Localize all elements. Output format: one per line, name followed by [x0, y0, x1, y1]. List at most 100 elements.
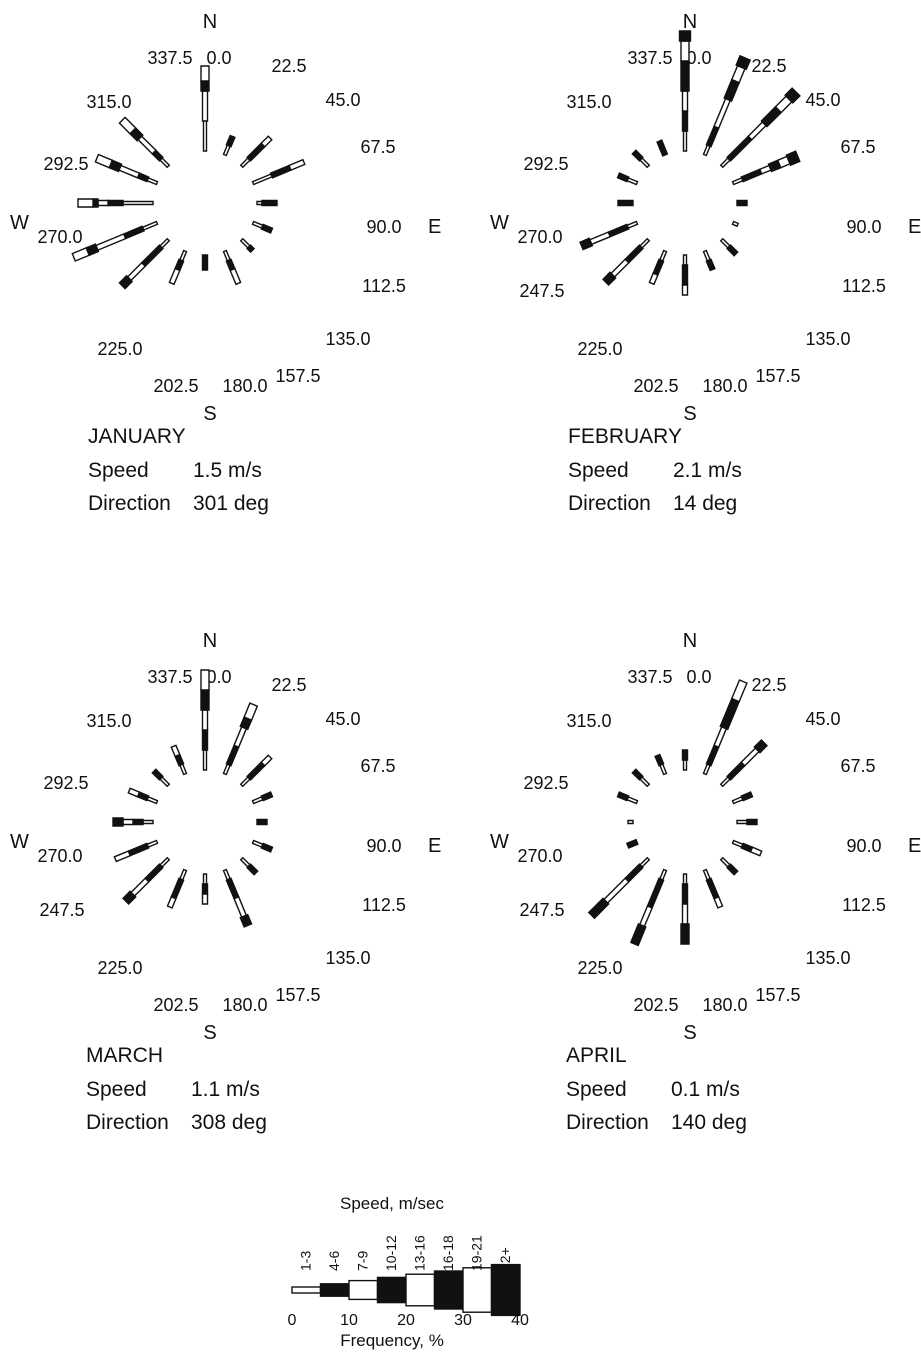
petal-segment-247.5-class-3	[588, 231, 612, 246]
petal-segment-270.0-class-1	[122, 200, 154, 206]
direction-label: 67.5	[360, 756, 395, 776]
petal-segment-337.5-class-2	[656, 139, 669, 157]
direction-label: 292.5	[43, 773, 88, 793]
compass-north: N	[683, 630, 697, 652]
petal-segment-112.5-class-2	[260, 223, 274, 234]
direction-label: 202.5	[633, 376, 678, 396]
direction-label: 225.0	[577, 958, 622, 978]
petal-segment-157.5-class-3	[233, 895, 248, 919]
petal-segment-45.0-class-3	[260, 754, 273, 767]
petal-segment-337.5-class-2	[654, 753, 665, 767]
direction-label: 180.0	[222, 995, 267, 1015]
legend-swatch-3	[348, 1279, 379, 1301]
petal-segment-0.0-class-3	[681, 90, 689, 112]
direction-value: 14 deg	[673, 492, 737, 515]
legend-swatch-8	[490, 1263, 521, 1317]
direction-label: 247.5	[519, 281, 564, 301]
direction-label: 270.0	[37, 227, 82, 247]
petal-segment-180.0-class-3	[681, 284, 689, 296]
direction-label: 315.0	[86, 92, 131, 112]
petal-segment-225.0-class-2	[624, 863, 644, 883]
petal-segment-247.5-class-2	[625, 838, 639, 849]
legend-tick: 0	[288, 1312, 297, 1329]
petal-segment-157.5-class-3	[229, 267, 242, 286]
petal-segment-247.5-class-4	[579, 237, 594, 251]
direction-label: 22.5	[271, 56, 306, 76]
compass-north: N	[203, 11, 217, 33]
month-title: JANUARY	[88, 425, 186, 448]
petal-segment-45.0-class-3	[260, 135, 273, 148]
petal-segment-0.0-class-2	[681, 749, 689, 761]
month-title: MARCH	[86, 1044, 163, 1067]
petal-segment-67.5-class-2	[260, 791, 274, 802]
petal-segment-202.5-class-2	[652, 258, 665, 277]
petal-segment-337.5-class-3	[170, 744, 181, 758]
compass-west: W	[490, 212, 509, 234]
petal-segment-22.5-class-4	[723, 78, 741, 103]
direction-label: 337.5	[627, 667, 672, 687]
petal-segment-22.5-class-5	[730, 679, 748, 703]
petal-segment-0.0-class-5	[680, 40, 690, 62]
petal-segment-247.5-class-2	[122, 225, 146, 240]
petal-segment-135.0-class-2	[726, 863, 739, 876]
direction-label: 315.0	[566, 92, 611, 112]
direction-label: 157.5	[755, 366, 800, 386]
legend-swatch-2	[319, 1283, 350, 1297]
direction-label: 67.5	[840, 137, 875, 157]
compass-east: E	[428, 216, 441, 238]
speed-legend: Speed, m/sec 1-3 4-6 7-9 10-12 13-16 16-18 19-2…	[288, 1194, 529, 1350]
compass-south: S	[203, 403, 216, 425]
direction-label: 225.0	[577, 339, 622, 359]
petal-segment-225.0-class-3	[603, 877, 630, 904]
petal-segment-202.5-class-2	[170, 877, 185, 900]
petal-segment-0.0-class-5	[200, 669, 210, 691]
petal-segment-22.5-class-3	[713, 97, 732, 130]
petal-segment-270.0-class-1	[627, 819, 634, 825]
direction-label: 180.0	[222, 376, 267, 396]
petal-segment-180.0-class-2	[681, 264, 689, 286]
legend-tick: 20	[397, 1312, 415, 1329]
speed-value: 2.1 m/s	[673, 459, 742, 482]
compass-north: N	[203, 630, 217, 652]
legend-swatch-7	[462, 1267, 493, 1313]
direction-label: 157.5	[275, 366, 320, 386]
petal-segment-22.5-class-2	[705, 744, 720, 767]
petal-segment-270.0-class-4	[112, 817, 124, 827]
direction-label: 270.0	[37, 846, 82, 866]
petal-segment-157.5-class-3	[713, 895, 724, 909]
petal-segment-0.0-class-1	[682, 759, 688, 771]
legend-tick: 30	[454, 1312, 472, 1329]
petal-segment-292.5-class-5	[94, 153, 114, 169]
direction-label: 135.0	[325, 948, 370, 968]
petal-segment-270.0-class-5	[77, 198, 94, 208]
direction-label: 45.0	[325, 709, 360, 729]
petal-segment-45.0-class-2	[246, 761, 266, 781]
petal-segment-67.5-class-3	[288, 158, 306, 172]
direction-label: 90.0	[846, 217, 881, 237]
direction-label: 22.5	[751, 56, 786, 76]
petal-segment-22.5-class-2	[225, 744, 240, 767]
petal-segment-157.5-class-2	[225, 877, 240, 900]
direction-label: 22.5	[751, 675, 786, 695]
month-title: APRIL	[566, 1044, 627, 1067]
petal-segment-0.0-class-4	[200, 689, 210, 711]
legend-speed-class: 13-16	[411, 1235, 427, 1271]
direction-label: 292.5	[43, 154, 88, 174]
petal-segment-45.0-class-2	[726, 135, 753, 162]
legend-xlabel: Frequency, %	[340, 1331, 444, 1350]
speed-label: Speed	[86, 1078, 147, 1101]
petal-segment-67.5-class-2	[269, 164, 292, 179]
petal-segment-0.0-class-5	[200, 65, 210, 82]
petal-segment-225.0-class-4	[587, 897, 610, 920]
petal-segment-45.0-class-3	[747, 121, 767, 141]
petal-segment-180.0-class-1	[682, 873, 688, 885]
compass-west: W	[10, 831, 29, 853]
petal-segment-0.0-class-1	[202, 749, 208, 771]
legend-swatch-4	[376, 1276, 407, 1304]
direction-label: 337.5	[147, 667, 192, 687]
petal-segment-180.0-class-2	[201, 254, 209, 271]
petal-segment-315.0-class-2	[151, 768, 164, 781]
